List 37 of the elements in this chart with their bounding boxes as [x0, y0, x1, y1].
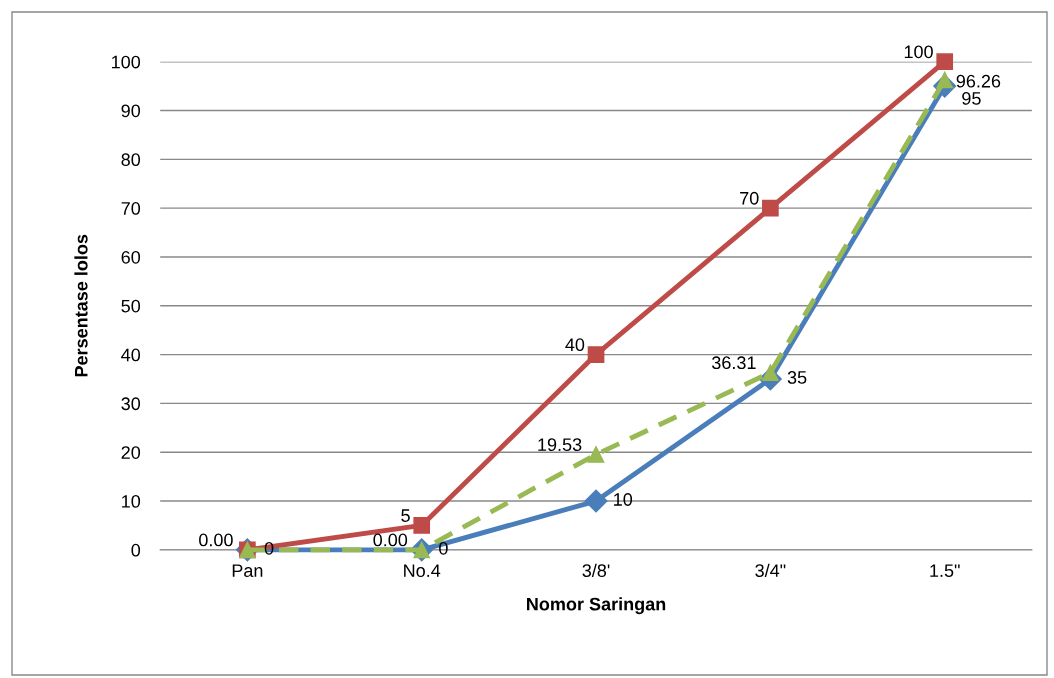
x-tick-label: 3/8' [582, 563, 610, 578]
y-tick-label: 80 [121, 153, 141, 167]
x-tick-label: 1.5" [930, 564, 960, 578]
y-tick-label: 50 [121, 299, 141, 313]
y-tick-label: 70 [121, 202, 141, 215]
data-label: 100 [904, 45, 933, 59]
x-tick-label: 3/4" [755, 563, 786, 578]
y-axis-title: Persentase lolos [74, 234, 88, 377]
y-tick-label: 0 [131, 543, 141, 557]
y-tick-label: 40 [121, 348, 141, 362]
x-tick-label: Pan [232, 564, 263, 578]
x-tick-label: No.4 [404, 564, 441, 578]
data-label: 96.26 [956, 74, 1001, 88]
y-tick-label: 90 [121, 104, 141, 118]
data-label: 5 [401, 509, 410, 522]
data-label: 0 [439, 541, 448, 555]
data-label: 19.53 [538, 438, 582, 452]
data-label: 36.31 [711, 356, 756, 370]
data-label: 70 [740, 191, 759, 205]
y-tick-label: 100 [112, 55, 141, 69]
point [584, 489, 608, 513]
data-label: 0.00 [373, 533, 408, 547]
point [936, 53, 954, 71]
data-label: 35 [787, 371, 807, 384]
point [587, 346, 605, 363]
data-label: 0.00 [199, 533, 233, 547]
data-label: 95 [962, 92, 981, 105]
point [762, 199, 779, 217]
y-tick-label: 20 [121, 446, 141, 459]
data-label: 40 [565, 338, 585, 352]
point [587, 446, 605, 463]
y-tick-label: 10 [122, 494, 141, 508]
y-tick-label: 60 [121, 250, 141, 264]
data-label: 10 [614, 493, 633, 506]
point [413, 517, 431, 534]
y-tick-label: 30 [121, 397, 141, 411]
x-axis-title: Nomor Saringan [527, 597, 666, 615]
